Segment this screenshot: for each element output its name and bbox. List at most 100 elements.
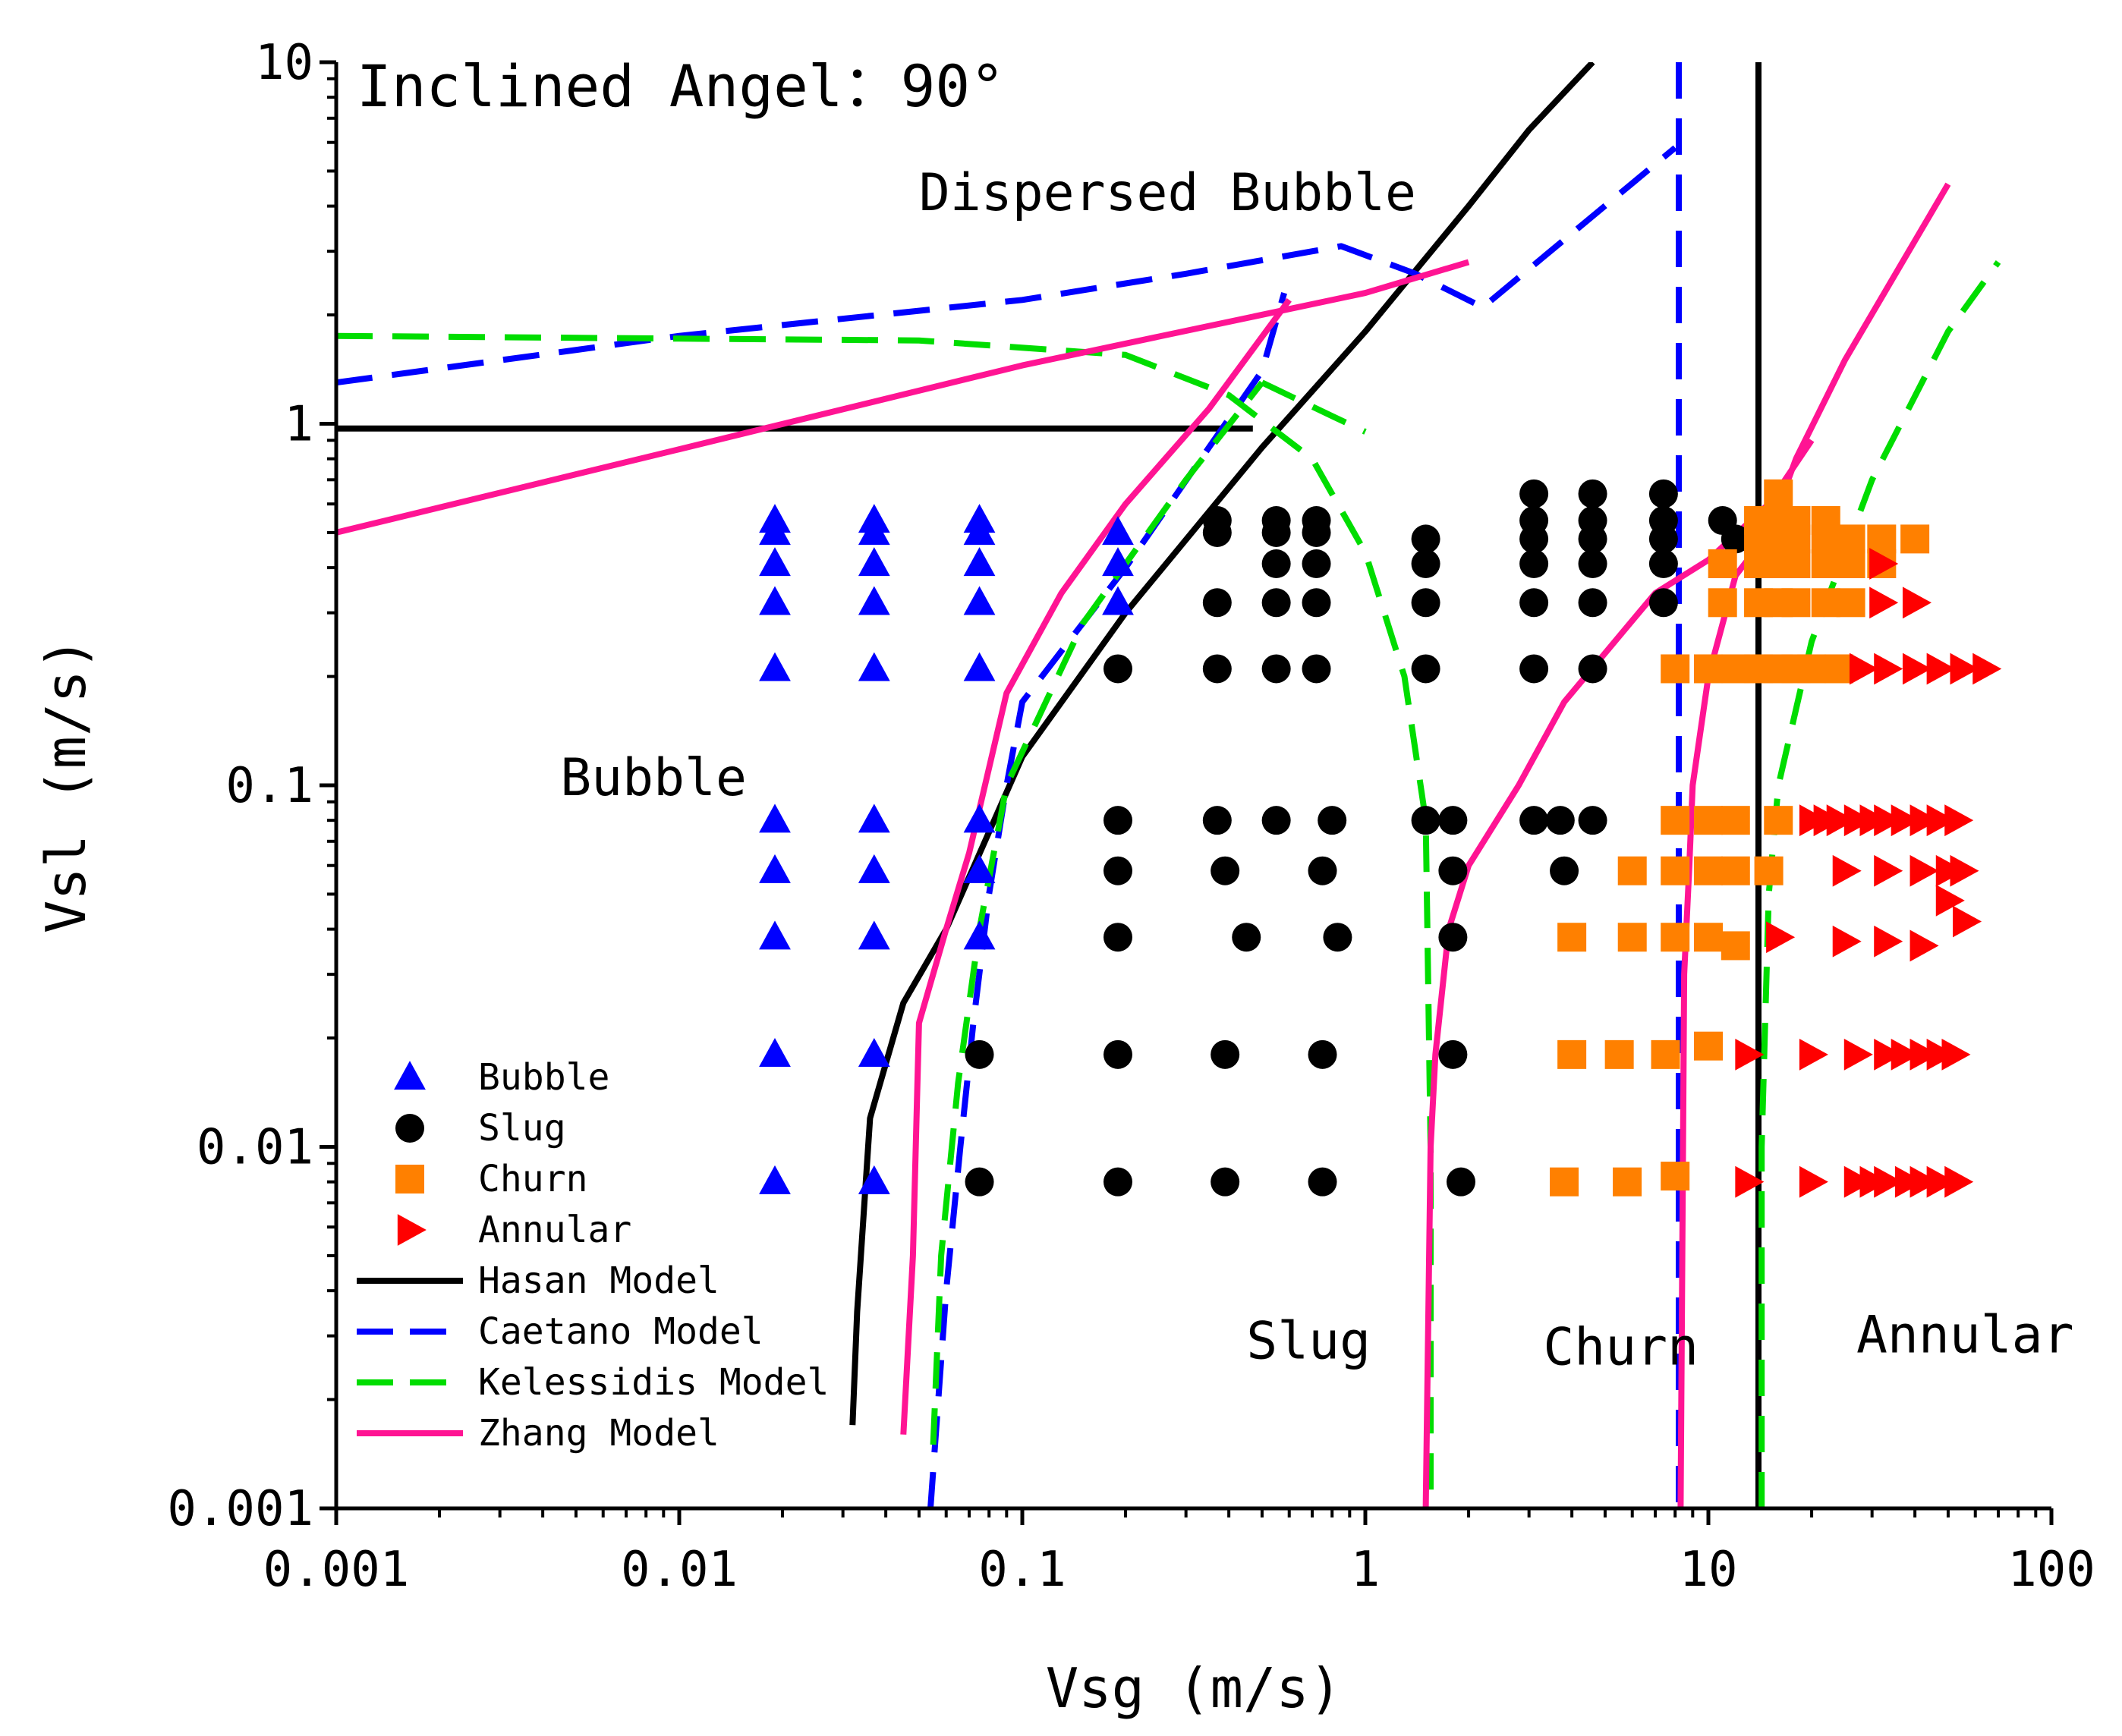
bubble-point <box>1102 547 1134 577</box>
slug-point <box>1211 1039 1240 1069</box>
legend-label-slug: Slug <box>478 1107 566 1149</box>
churn-point <box>1708 549 1737 579</box>
slug-point <box>1648 549 1678 579</box>
bubble-point <box>963 586 996 615</box>
annular-point <box>1941 1038 1971 1071</box>
annular-point <box>1902 587 1932 619</box>
annular-point <box>1874 925 1903 958</box>
slug-point <box>1103 1167 1132 1197</box>
slug-point <box>1578 654 1607 684</box>
legend-label-hasan-model: Hasan Model <box>478 1260 719 1302</box>
churn-point <box>1661 856 1690 885</box>
churn-point <box>1811 588 1840 618</box>
annular-point <box>1874 804 1903 837</box>
churn-point <box>1557 923 1587 952</box>
region-label-churn: Churn <box>1543 1317 1699 1377</box>
churn-point <box>1900 524 1930 554</box>
legend-slug-marker <box>395 1114 424 1143</box>
annular-point <box>1926 804 1956 837</box>
bubble-point <box>963 804 996 833</box>
slug-point <box>1411 524 1440 554</box>
bubble-point <box>759 1038 791 1068</box>
legend-churn-marker <box>395 1165 424 1194</box>
slug-point <box>1308 1167 1337 1197</box>
slug-point <box>1202 588 1232 618</box>
annular-point <box>1832 925 1862 958</box>
y-tick-label: 1 <box>284 397 313 453</box>
churn-point <box>1781 524 1811 554</box>
slug-point <box>1103 806 1132 835</box>
caetano-model-line <box>336 145 1677 386</box>
slug-point <box>1721 524 1750 554</box>
slug-point <box>1519 654 1549 684</box>
x-tick-label: 0.1 <box>978 1542 1066 1598</box>
slug-point <box>1578 588 1607 618</box>
bubble-point <box>759 854 791 883</box>
annular-point <box>1874 1038 1903 1071</box>
slug-point <box>1261 654 1291 684</box>
slug-point <box>1103 1039 1132 1069</box>
slug-point <box>1438 856 1468 885</box>
annular-point <box>1909 1165 1939 1198</box>
slug-point <box>1302 654 1331 684</box>
slug-point <box>1411 654 1440 684</box>
zhang-model-line <box>900 297 1292 1435</box>
x-tick-label: 0.001 <box>263 1542 410 1598</box>
region-label-bubble: Bubble <box>560 748 747 808</box>
churn-point <box>1836 588 1865 618</box>
annular-point <box>1891 804 1920 837</box>
bubble-point <box>759 547 791 577</box>
legend-label-annular: Annular <box>478 1209 631 1251</box>
y-tick-label: 0.1 <box>225 758 313 814</box>
bubble-point <box>858 586 890 615</box>
slug-point <box>1550 856 1579 885</box>
annular-point <box>1826 804 1856 837</box>
bubble-point <box>858 652 890 681</box>
annular-point <box>1843 804 1873 837</box>
slug-point <box>1519 588 1549 618</box>
plot-title: Inclined Angel：90° <box>357 52 1005 120</box>
slug-point <box>1578 549 1607 579</box>
bubble-point <box>858 804 890 833</box>
slug-point <box>1438 806 1468 835</box>
bubble-point <box>759 804 791 833</box>
slug-point <box>1202 806 1232 835</box>
slug-point <box>1103 923 1132 952</box>
bubble-point <box>858 516 890 546</box>
churn-point <box>1781 588 1811 618</box>
legend-label-zhang-model: Zhang Model <box>478 1412 719 1455</box>
bubble-point <box>858 920 890 950</box>
bubble-point <box>759 586 791 615</box>
churn-point <box>1811 549 1840 579</box>
annular-point <box>1944 1165 1974 1198</box>
slug-point <box>1261 588 1291 618</box>
annular-point <box>1799 1038 1828 1071</box>
annular-point <box>1926 1165 1956 1198</box>
slug-point <box>1578 524 1607 554</box>
churn-point <box>1824 654 1853 684</box>
slug-point <box>1202 517 1232 547</box>
slug-point <box>1519 549 1549 579</box>
churn-point <box>1661 923 1690 952</box>
churn-point <box>1797 654 1827 684</box>
annular-point <box>1843 1165 1873 1198</box>
annular-point <box>1953 905 1982 938</box>
annular-point <box>1894 1165 1924 1198</box>
churn-point <box>1781 549 1811 579</box>
churn-point <box>1694 806 1723 835</box>
bubble-point <box>963 854 996 883</box>
churn-point <box>1617 923 1647 952</box>
kelessidis-model-line <box>1758 260 2001 1508</box>
slug-point <box>1411 549 1440 579</box>
churn-point <box>1754 856 1784 885</box>
annular-point <box>1909 929 1939 962</box>
legend-label-churn: Churn <box>478 1158 588 1200</box>
slug-point <box>1261 806 1291 835</box>
annular-point <box>1766 921 1796 954</box>
slug-point <box>1103 856 1132 885</box>
annular-point <box>1849 653 1878 685</box>
region-label-dispersed-bubble: Dispersed Bubble <box>919 163 1416 223</box>
slug-point <box>1202 654 1232 684</box>
y-tick-label: 0.01 <box>197 1120 313 1176</box>
